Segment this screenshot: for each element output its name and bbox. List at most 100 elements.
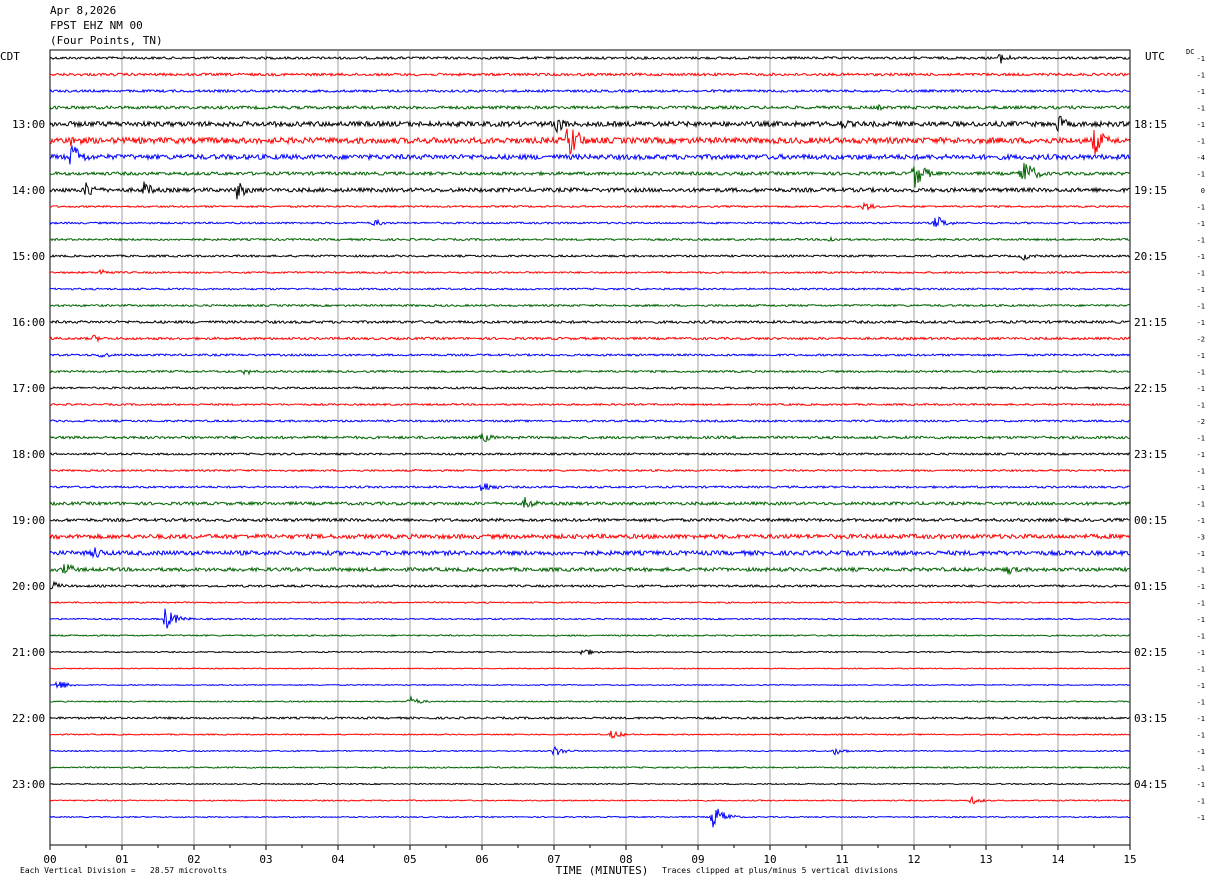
trace-line: [49, 452, 1131, 457]
dc-label: DC: [1186, 48, 1195, 56]
trace-line: [49, 468, 1131, 473]
dc-offset-label: -1: [1197, 55, 1205, 63]
station-label: FPST EHZ NM 00: [50, 19, 143, 32]
dc-offset-label: -1: [1197, 237, 1205, 245]
trace-line: [49, 547, 1130, 559]
left-time-label: 20:00: [12, 580, 45, 593]
dc-offset-label: -1: [1197, 253, 1205, 261]
left-time-label: 16:00: [12, 316, 45, 329]
trace-line: [49, 144, 1131, 165]
x-tick-label: 08: [619, 853, 632, 866]
trace-line: [49, 808, 1131, 828]
x-tick-label: 02: [187, 853, 200, 866]
trace-line: [49, 649, 1131, 656]
plot-frame: [49, 49, 1131, 846]
trace-line: [49, 54, 1131, 64]
dc-offset-label: -1: [1197, 732, 1205, 740]
trace-line: [49, 369, 1131, 376]
trace-line: [49, 402, 1131, 407]
left-time-label: 18:00: [12, 448, 45, 461]
dc-offset-label: -1: [1197, 352, 1205, 360]
x-tick-label: 14: [1051, 853, 1065, 866]
dc-offset-label: -1: [1197, 715, 1205, 723]
dc-offset-label: -1: [1197, 303, 1205, 311]
dc-offset-label: -1: [1197, 567, 1205, 575]
trace-line: [49, 385, 1131, 391]
date-label: Apr 8,2026: [50, 4, 117, 17]
dc-offset-label: -1: [1197, 121, 1205, 129]
dc-offset-label: -1: [1197, 88, 1205, 96]
right-time-label: 00:15: [1134, 514, 1167, 527]
trace-line: [49, 580, 1131, 590]
trace-line: [49, 608, 1131, 629]
scale-note: Each Vertical Division = 28.57 microvolt…: [20, 866, 228, 875]
right-time-label: 18:15: [1134, 118, 1167, 131]
trace-line: [49, 268, 1131, 275]
dc-offset-label: -2: [1197, 336, 1205, 344]
x-tick-label: 01: [115, 853, 128, 866]
dc-offset-label: -1: [1197, 402, 1205, 410]
x-tick-label: 07: [547, 853, 560, 866]
dc-offset-label: -1: [1197, 501, 1205, 509]
dc-offset-label: -1: [1197, 633, 1205, 641]
trace-line: [49, 795, 1131, 805]
right-time-label: 21:15: [1134, 316, 1167, 329]
left-time-label: 17:00: [12, 382, 45, 395]
right-time-label: 03:15: [1134, 712, 1167, 725]
dc-offset-label: -1: [1197, 814, 1205, 822]
trace-line: [49, 745, 1130, 757]
trace-line: [49, 433, 1131, 443]
x-tick-label: 04: [331, 853, 345, 866]
trace-line: [49, 235, 1131, 242]
dc-offset-label: -1: [1197, 468, 1205, 476]
x-tick-label: 13: [979, 853, 992, 866]
right-time-label: 19:15: [1134, 184, 1167, 197]
dc-offset-label: -1: [1197, 682, 1205, 690]
trace-line: [49, 352, 1131, 358]
dc-offset-label: -1: [1197, 270, 1205, 278]
dc-offset-label: -2: [1197, 418, 1205, 426]
dc-offset-label: -1: [1197, 798, 1205, 806]
trace-line: [49, 483, 1131, 491]
x-axis-title: TIME (MINUTES): [556, 864, 649, 877]
trace-line: [49, 695, 1131, 704]
x-tick-label: 05: [403, 853, 416, 866]
x-tick-label: 15: [1123, 853, 1136, 866]
dc-offset-label: -1: [1197, 319, 1205, 327]
trace-line: [49, 216, 1131, 228]
dc-offset-label: -1: [1197, 600, 1205, 608]
trace-line: [49, 715, 1131, 721]
dc-offset-label: -1: [1197, 666, 1205, 674]
clip-note: Traces clipped at plus/minus 5 vertical …: [662, 866, 899, 875]
right-time-label: 02:15: [1134, 646, 1167, 659]
left-time-label: 19:00: [12, 514, 45, 527]
trace-line: [50, 667, 1131, 670]
dc-offset-label: -1: [1197, 171, 1205, 179]
left-time-label: 21:00: [12, 646, 45, 659]
trace-line: [49, 563, 1131, 576]
trace-line: [49, 418, 1131, 424]
dc-offset-label: -1: [1197, 451, 1205, 459]
trace-line: [49, 516, 1131, 524]
trace-line: [49, 730, 1131, 740]
x-tick-label: 06: [475, 853, 488, 866]
dc-offset-label: -1: [1197, 204, 1205, 212]
right-time-label: 04:15: [1134, 778, 1167, 791]
trace-line: [49, 287, 1131, 291]
trace-line: [49, 71, 1131, 77]
trace-line: [49, 782, 1131, 786]
dc-offset-label: -1: [1197, 699, 1205, 707]
right-time-label: 23:15: [1134, 448, 1167, 461]
trace-line: [49, 128, 1131, 156]
dc-offset-label: -1: [1197, 616, 1205, 624]
location-label: (Four Points, TN): [50, 34, 163, 47]
right-timezone-label: UTC: [1145, 50, 1165, 63]
dc-offset-label: -1: [1197, 649, 1205, 657]
trace-line: [49, 497, 1131, 509]
x-tick-label: 11: [835, 853, 848, 866]
trace-line: [49, 303, 1131, 308]
dc-offset-label: -1: [1197, 517, 1205, 525]
left-time-label: 14:00: [12, 184, 45, 197]
trace-line: [49, 334, 1131, 343]
